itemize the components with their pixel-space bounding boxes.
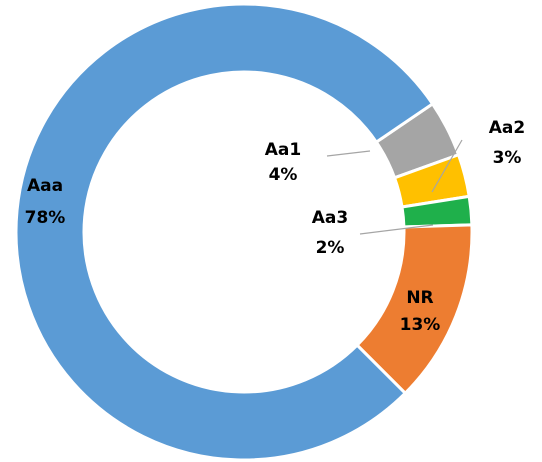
slice-label: Aa3: [312, 208, 348, 228]
leader-line: [326, 150, 371, 157]
leader-line: [431, 139, 463, 193]
slice-label: NR: [406, 288, 433, 308]
donut-slice: [14, 2, 435, 462]
slice-value-label: 13%: [400, 315, 441, 335]
slice-label: Aaa: [27, 176, 63, 196]
slice-value-label: 3%: [493, 148, 522, 168]
slice-label: Aa1: [265, 140, 301, 160]
slice-value-label: 4%: [269, 165, 298, 185]
slice-value-label: 2%: [316, 238, 345, 258]
slice-value-label: 78%: [25, 208, 66, 228]
leader-line: [359, 224, 434, 235]
slice-label: Aa2: [489, 118, 525, 138]
